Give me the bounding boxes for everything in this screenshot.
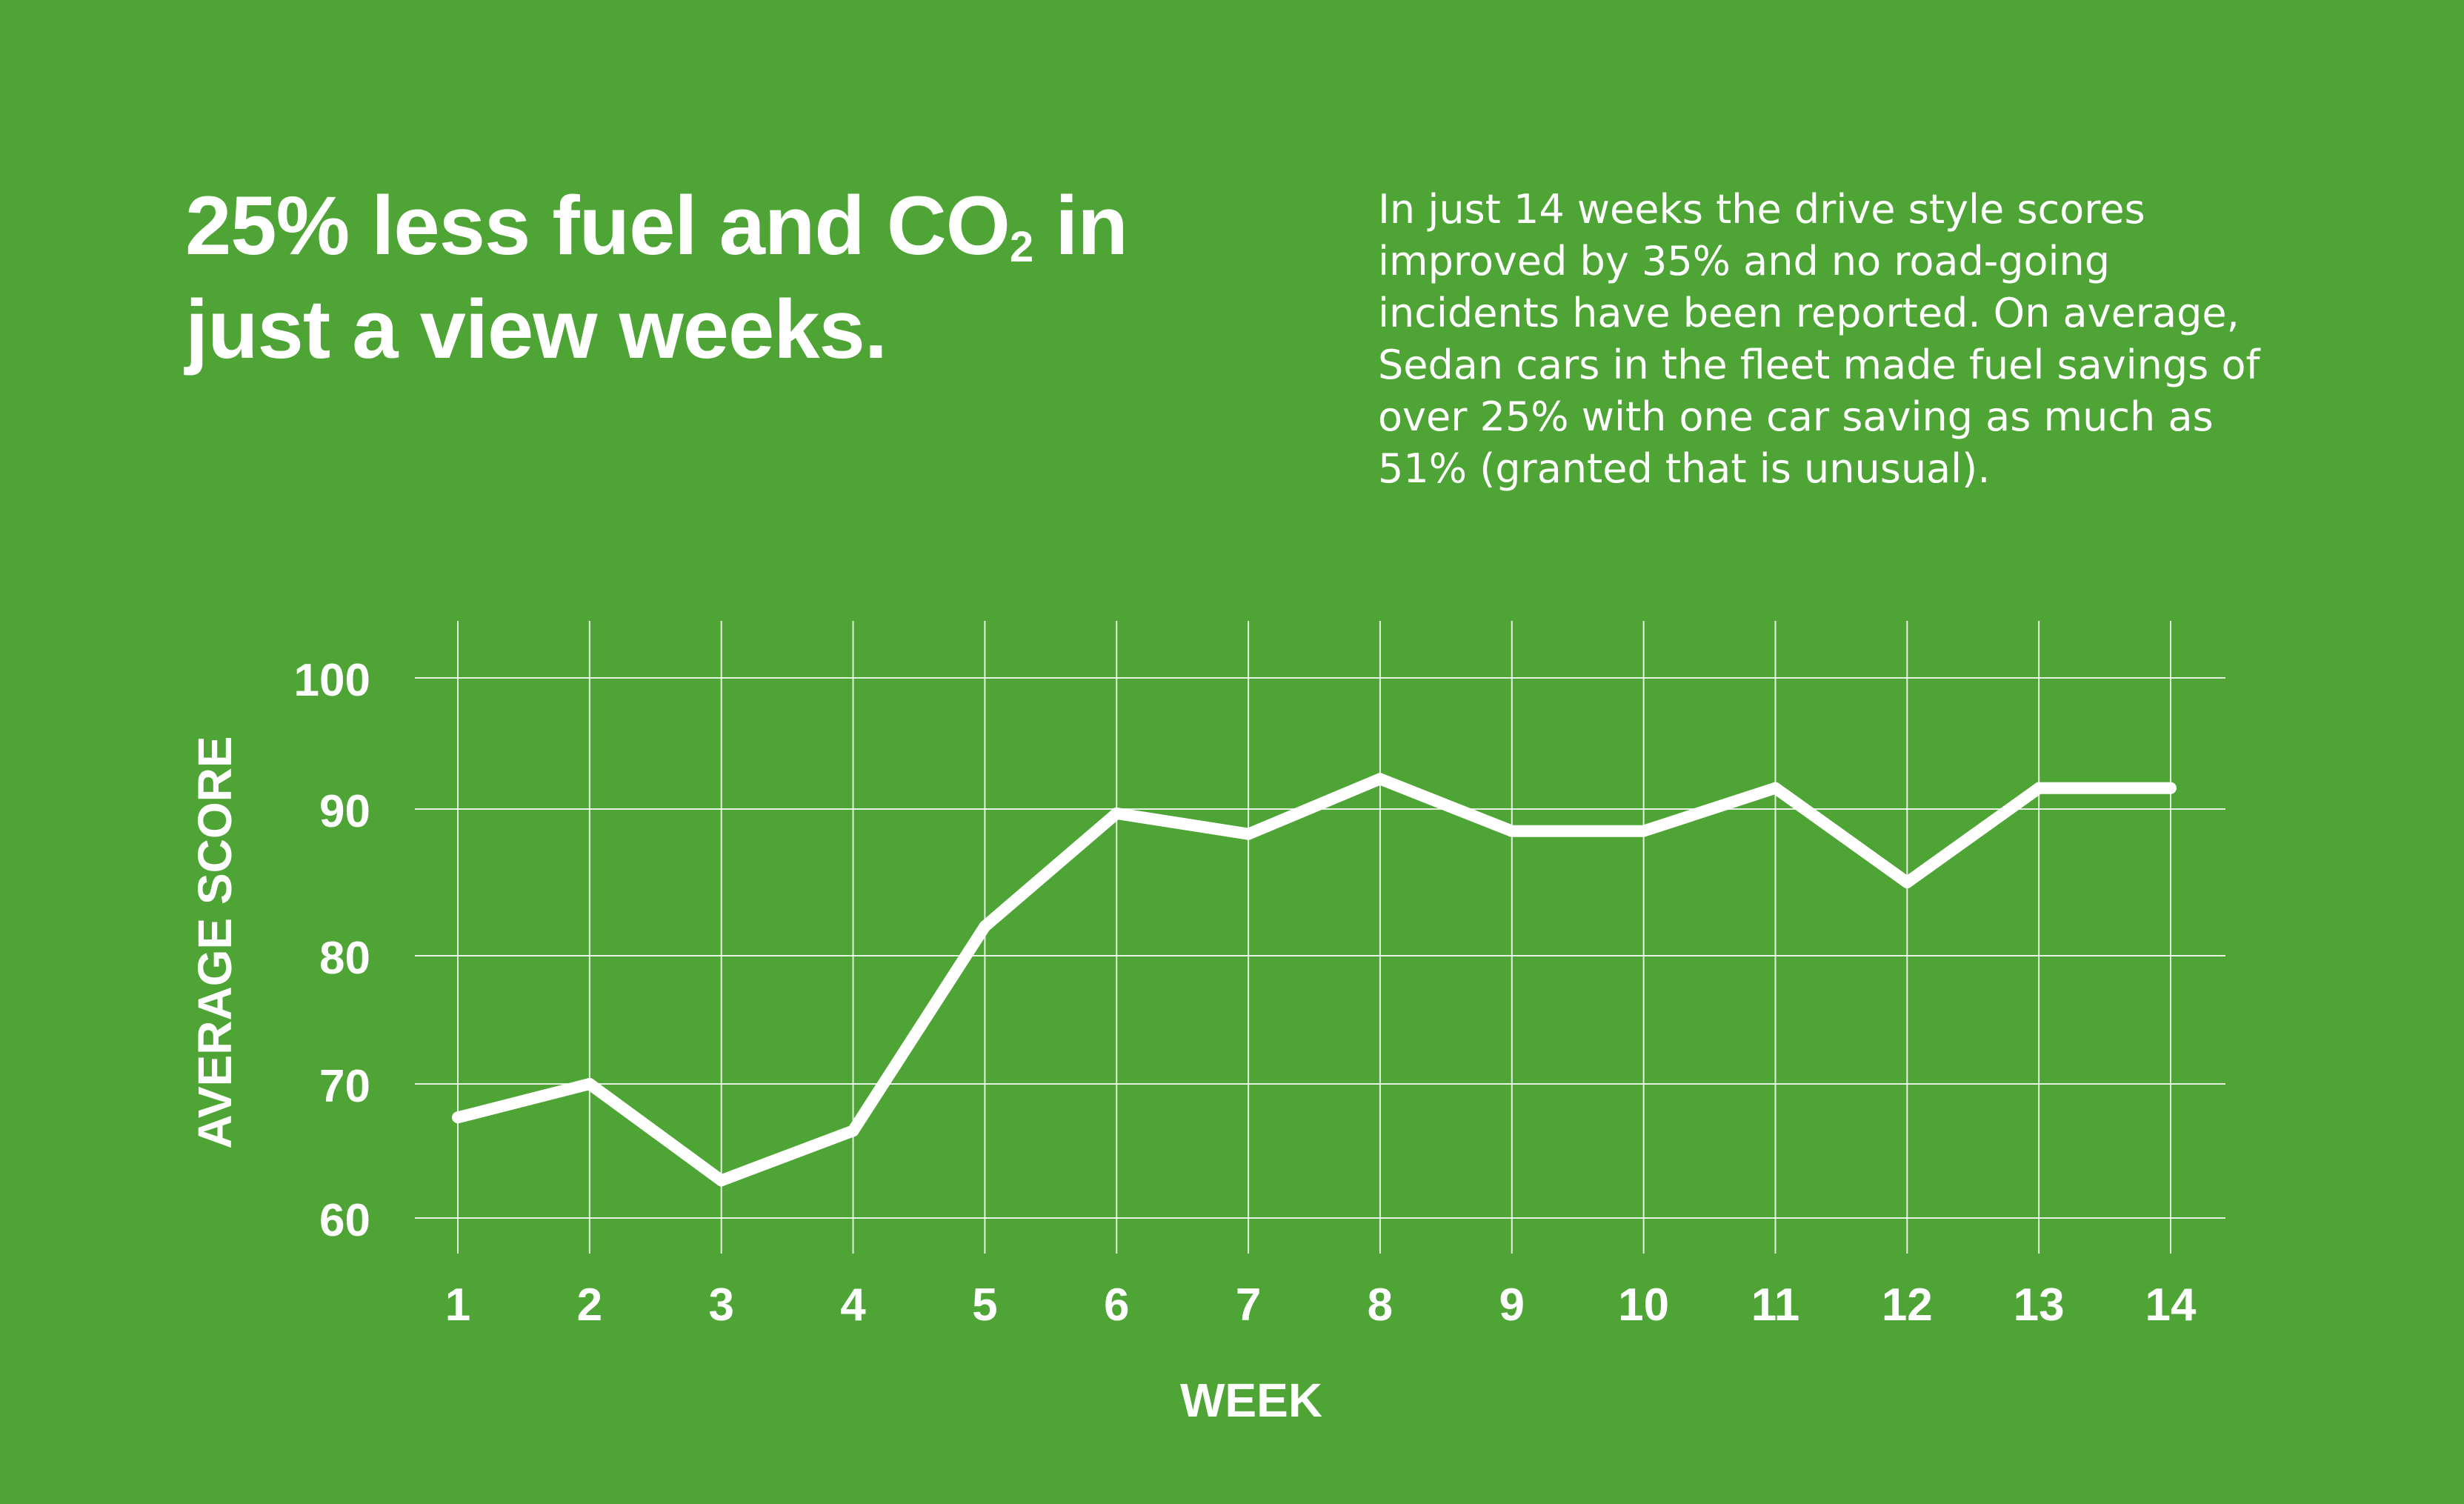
x-tick-label-9: 9	[1499, 1280, 1525, 1331]
y-tick-label-90: 90	[319, 786, 370, 837]
data-point-week-2	[583, 1078, 596, 1090]
horizontal-gridlines	[415, 677, 2225, 1219]
y-axis-title: AVERAGE SCORE	[188, 736, 242, 1148]
x-tick-label-11: 11	[1751, 1280, 1800, 1331]
x-tick-label-5: 5	[972, 1280, 997, 1331]
x-axis-title: WEEK	[1180, 1374, 1322, 1427]
data-point-week-14	[2165, 782, 2177, 794]
x-tick-label-4: 4	[840, 1280, 866, 1331]
x-axis-tick-labels: 1 2 3 4 5 6 7 8 9 10 11 12 13 14	[445, 1280, 2197, 1331]
data-points	[452, 773, 2177, 1187]
x-tick-label-7: 7	[1236, 1280, 1261, 1331]
series-line	[456, 773, 2171, 1187]
data-point-week-10	[1637, 825, 1650, 837]
y-tick-label-70: 70	[319, 1061, 370, 1112]
headline-text-part2: in just a view weeks.	[185, 179, 1128, 376]
x-tick-label-8: 8	[1368, 1280, 1393, 1331]
y-tick-label-60: 60	[319, 1195, 370, 1246]
data-point-week-3	[715, 1174, 727, 1187]
data-point-week-1	[452, 1111, 464, 1124]
x-tick-label-6: 6	[1104, 1280, 1129, 1331]
x-tick-label-10: 10	[1618, 1280, 1669, 1331]
headline: 25% less fuel and CO2 in just a view wee…	[185, 174, 1222, 382]
x-tick-label-1: 1	[445, 1280, 470, 1331]
x-tick-label-12: 12	[1882, 1280, 1933, 1331]
data-point-week-13	[2033, 782, 2045, 794]
y-tick-label-100: 100	[294, 655, 370, 706]
data-point-week-8	[1373, 773, 1386, 785]
y-axis-tick-labels: 60 70 80 90 100	[294, 655, 370, 1246]
x-tick-label-13: 13	[2014, 1280, 2065, 1331]
headline-subscript: 2	[1009, 223, 1033, 271]
headline-text-part1: 25% less fuel and CO	[185, 179, 1010, 272]
data-point-week-5	[979, 920, 991, 933]
data-point-week-11	[1769, 782, 1782, 794]
data-point-week-12	[1901, 876, 1914, 888]
vertical-gridlines	[457, 621, 2171, 1254]
x-tick-label-2: 2	[577, 1280, 602, 1331]
y-tick-label-80: 80	[319, 933, 370, 984]
data-point-week-6	[1111, 807, 1123, 819]
x-tick-label-14: 14	[2145, 1280, 2197, 1331]
x-tick-label-3: 3	[708, 1280, 733, 1331]
data-point-week-9	[1505, 825, 1518, 837]
data-point-week-7	[1242, 828, 1255, 840]
data-point-week-4	[847, 1125, 859, 1137]
description-paragraph: In just 14 weeks the drive style scores …	[1378, 186, 2260, 492]
